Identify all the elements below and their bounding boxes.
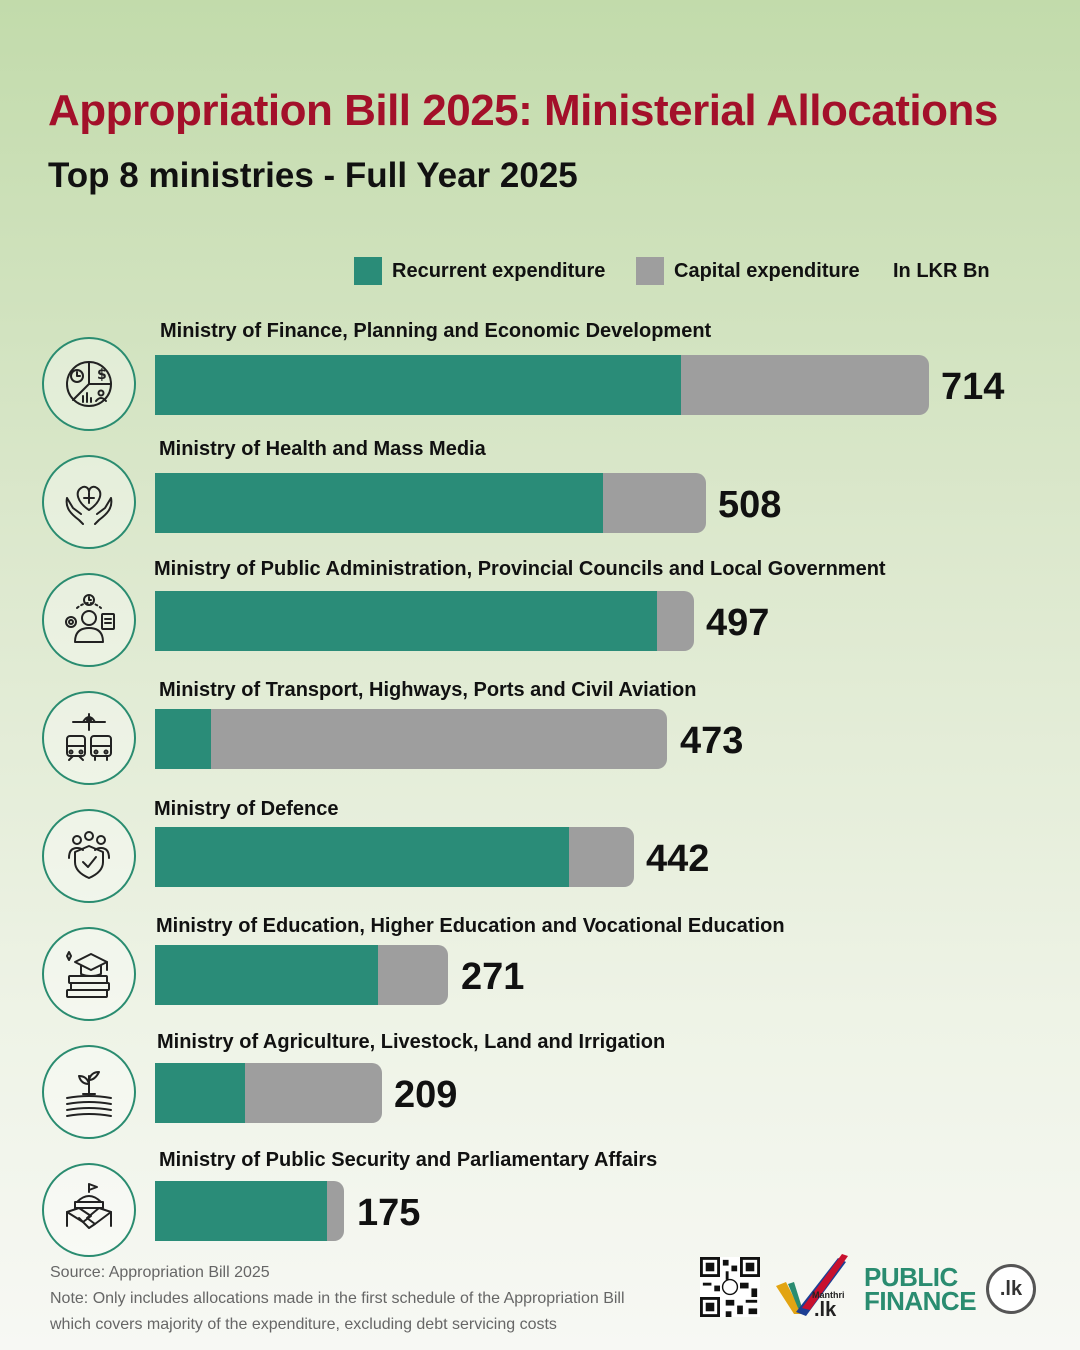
bar-segment-capital bbox=[211, 709, 667, 769]
category-label: Ministry of Public Security and Parliame… bbox=[159, 1149, 658, 1171]
data-label: 714 bbox=[941, 366, 1005, 408]
bar-segment-recurrent bbox=[155, 473, 603, 533]
category-label: Ministry of Public Administration, Provi… bbox=[154, 558, 886, 580]
bar bbox=[155, 1063, 382, 1123]
bar-segment-recurrent bbox=[155, 945, 378, 1005]
unit-label: In LKR Bn bbox=[893, 260, 990, 282]
bar-segment-recurrent bbox=[155, 827, 569, 887]
bar-segment-capital bbox=[245, 1063, 382, 1123]
bar-segment-capital bbox=[681, 355, 929, 415]
footnote-line-1: Note: Only includes allocations made in … bbox=[50, 1290, 625, 1307]
qr-code-icon bbox=[700, 1257, 760, 1317]
category-label: Ministry of Agriculture, Livestock, Land… bbox=[157, 1031, 666, 1053]
ministry-icon-ring bbox=[42, 691, 136, 785]
data-label: 271 bbox=[461, 956, 525, 998]
category-label: Ministry of Health and Mass Media bbox=[159, 438, 486, 460]
bar bbox=[155, 945, 448, 1005]
footnote-line-2: which covers majority of the expenditure… bbox=[50, 1316, 557, 1333]
bar bbox=[155, 709, 667, 769]
legend-swatch-recurrent bbox=[354, 257, 382, 285]
bar-segment-recurrent bbox=[155, 1063, 245, 1123]
bar-segment-capital bbox=[569, 827, 634, 887]
legend-label-capital: Capital expenditure bbox=[674, 259, 860, 282]
ministry-icon-ring bbox=[42, 573, 136, 667]
finance-icon bbox=[66, 361, 112, 407]
education-icon bbox=[66, 951, 110, 998]
bar-segment-recurrent bbox=[155, 355, 681, 415]
bar bbox=[155, 473, 706, 533]
bar bbox=[155, 591, 694, 651]
agriculture-icon bbox=[66, 1071, 112, 1117]
ministry-icon-ring bbox=[42, 809, 136, 903]
source-note: Source: Appropriation Bill 2025 bbox=[50, 1264, 270, 1281]
data-label: 209 bbox=[394, 1074, 458, 1116]
category-label: Ministry of Transport, Highways, Ports a… bbox=[159, 679, 697, 701]
category-label: Ministry of Finance, Planning and Econom… bbox=[160, 320, 712, 342]
svg-text:.lk: .lk bbox=[814, 1299, 837, 1320]
data-label: 442 bbox=[646, 838, 710, 880]
defence-icon bbox=[68, 831, 110, 879]
category-label: Ministry of Education, Higher Education … bbox=[156, 915, 785, 937]
health-icon bbox=[65, 485, 113, 525]
bar-segment-recurrent bbox=[155, 1181, 327, 1241]
administration-icon bbox=[65, 594, 115, 643]
bar-segment-capital bbox=[603, 473, 706, 533]
bar-segment-capital bbox=[657, 591, 694, 651]
bar bbox=[155, 1181, 344, 1241]
ministry-icon-ring bbox=[42, 337, 136, 431]
bar bbox=[155, 355, 929, 415]
legend-swatch-capital bbox=[636, 257, 664, 285]
data-label: 175 bbox=[357, 1192, 421, 1234]
data-label: 508 bbox=[718, 484, 782, 526]
bar-segment-recurrent bbox=[155, 591, 657, 651]
public-finance-logo: PUBLIC FINANCE .lk bbox=[864, 1264, 1036, 1314]
ministry-icon-ring bbox=[42, 1163, 136, 1257]
manthri-logo: Manthri .lk bbox=[776, 1254, 848, 1320]
bar-segment-recurrent bbox=[155, 709, 211, 769]
legend-item-recurrent: Recurrent expenditure bbox=[354, 257, 605, 285]
security-icon bbox=[66, 1183, 112, 1229]
chart-title: Appropriation Bill 2025: Ministerial All… bbox=[48, 86, 998, 135]
data-label: 473 bbox=[680, 720, 744, 762]
legend-label-recurrent: Recurrent expenditure bbox=[392, 259, 606, 282]
ministry-icon-ring bbox=[42, 927, 136, 1021]
data-label: 497 bbox=[706, 602, 770, 644]
ministry-icon-ring bbox=[42, 455, 136, 549]
category-label: Ministry of Defence bbox=[154, 798, 339, 820]
bar-segment-capital bbox=[327, 1181, 344, 1241]
ministry-icon-ring bbox=[42, 1045, 136, 1139]
transport-icon bbox=[66, 713, 112, 761]
chart-subtitle: Top 8 ministries - Full Year 2025 bbox=[48, 156, 578, 195]
legend-item-capital: Capital expenditure bbox=[636, 257, 860, 285]
bar bbox=[155, 827, 634, 887]
svg-text:Manthri: Manthri bbox=[812, 1290, 845, 1300]
bar-segment-capital bbox=[378, 945, 448, 1005]
